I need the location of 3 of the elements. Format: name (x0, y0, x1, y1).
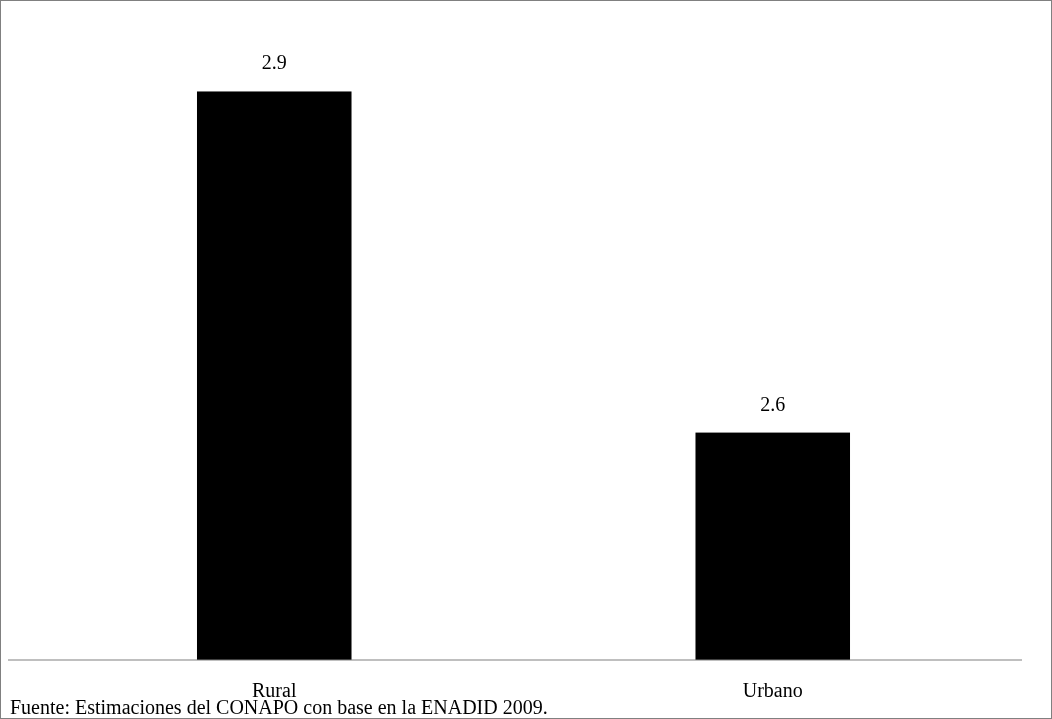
data-label: 2.6 (760, 392, 786, 415)
data-label: 2.9 (261, 51, 287, 74)
x-tick-label: Urbano (742, 679, 803, 701)
